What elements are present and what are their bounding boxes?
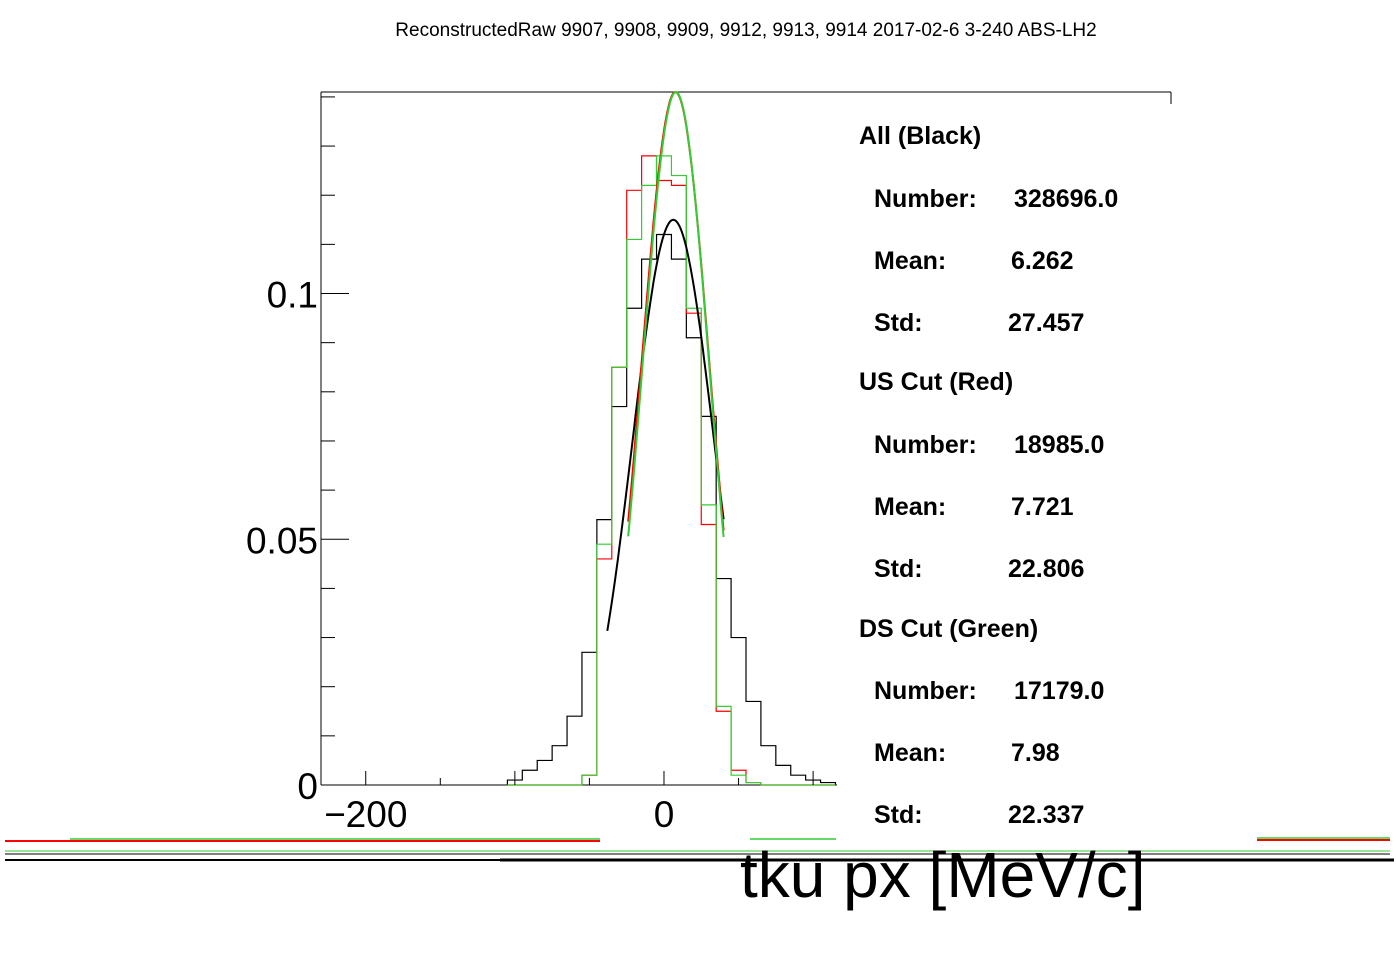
gaussian-fit-0: [606, 218, 725, 632]
stats-ds-number: 17179.0: [1014, 677, 1105, 705]
stats-us-std: 22.806: [1008, 555, 1085, 583]
stats-all-mean-label: Mean:: [874, 247, 947, 275]
stats-all-heading: All (Black): [859, 122, 982, 150]
gaussian-fit-2: [627, 90, 725, 538]
stats-ds-mean: 7.98: [1011, 739, 1060, 767]
y-tick-label: 0.05: [246, 520, 318, 561]
stats-us-mean-label: Mean:: [874, 493, 947, 521]
stats-all-std-label: Std:: [874, 309, 923, 337]
x-tick-label: −200: [324, 794, 407, 835]
chart-title: ReconstructedRaw 9907, 9908, 9909, 9912,…: [395, 20, 1097, 41]
stats-us-number: 18985.0: [1014, 431, 1105, 459]
stats-all-number-label: Number:: [874, 185, 977, 213]
stats-all-std: 27.457: [1008, 309, 1085, 337]
histogram-series-2: [507, 155, 836, 786]
y-tick-label: 0.1: [267, 275, 318, 316]
stats-ds-std: 22.337: [1008, 801, 1085, 829]
stats-ds-heading: DS Cut (Green): [859, 615, 1039, 643]
stats-us-number-label: Number:: [874, 431, 977, 459]
stats-us-std-label: Std:: [874, 555, 923, 583]
stats-ds-mean-label: Mean:: [874, 739, 947, 767]
stats-us-heading: US Cut (Red): [859, 368, 1014, 396]
stats-ds-std-label: Std:: [874, 801, 923, 829]
stats-box: All (Black) Number: 328696.0 Mean: 6.262…: [837, 110, 1172, 840]
y-tick-label: 0: [297, 766, 318, 807]
x-axis-label: tku px [MeV/c]: [740, 839, 1146, 911]
stats-all-number: 328696.0: [1014, 185, 1119, 213]
x-tick-label: 0: [654, 794, 675, 835]
histogram-series-0: [506, 233, 837, 785]
stats-all-mean: 6.262: [1011, 247, 1074, 275]
stats-us-mean: 7.721: [1011, 493, 1074, 521]
gaussian-fit-1: [627, 91, 725, 531]
stats-ds-number-label: Number:: [874, 677, 977, 705]
